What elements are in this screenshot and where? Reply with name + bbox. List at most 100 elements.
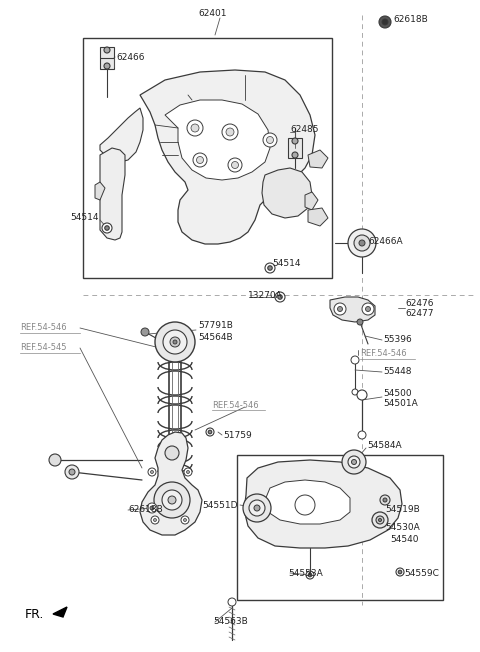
Circle shape: [173, 340, 177, 344]
Polygon shape: [95, 182, 105, 200]
Circle shape: [187, 471, 190, 473]
Circle shape: [337, 306, 343, 312]
Bar: [288, 138, 302, 158]
Text: 54551D: 54551D: [203, 501, 238, 509]
Circle shape: [254, 505, 260, 511]
Text: 62485: 62485: [290, 125, 319, 134]
Circle shape: [383, 498, 387, 502]
Text: 54519B: 54519B: [385, 505, 420, 514]
Circle shape: [184, 468, 192, 476]
Polygon shape: [140, 432, 202, 535]
Circle shape: [351, 356, 359, 364]
Polygon shape: [140, 70, 315, 244]
Circle shape: [154, 518, 156, 522]
Circle shape: [354, 235, 370, 251]
Circle shape: [268, 266, 272, 270]
Polygon shape: [100, 148, 125, 240]
Circle shape: [379, 16, 391, 28]
Circle shape: [193, 153, 207, 167]
Circle shape: [65, 465, 79, 479]
Circle shape: [206, 428, 214, 436]
Circle shape: [183, 518, 187, 522]
Circle shape: [181, 516, 189, 524]
Text: 54540: 54540: [390, 535, 419, 544]
Text: FR.: FR.: [25, 608, 44, 621]
Circle shape: [249, 500, 265, 516]
Text: 62466: 62466: [116, 53, 144, 61]
Bar: [83, 38, 332, 278]
Polygon shape: [308, 208, 328, 226]
Polygon shape: [244, 460, 402, 548]
Circle shape: [165, 446, 179, 460]
Circle shape: [352, 389, 358, 395]
Circle shape: [228, 598, 236, 606]
Circle shape: [105, 226, 109, 230]
Circle shape: [348, 229, 376, 257]
Text: 55448: 55448: [383, 368, 411, 376]
Circle shape: [359, 240, 365, 246]
Circle shape: [348, 456, 360, 468]
Circle shape: [162, 490, 182, 510]
Bar: [237, 455, 443, 600]
Circle shape: [380, 495, 390, 505]
Polygon shape: [330, 297, 375, 322]
Circle shape: [104, 63, 110, 69]
Text: 51759: 51759: [223, 430, 252, 439]
Text: REF.54-546: REF.54-546: [360, 349, 407, 359]
Circle shape: [154, 482, 190, 518]
Circle shape: [266, 136, 274, 143]
Text: 54514: 54514: [272, 258, 300, 267]
Circle shape: [398, 570, 402, 574]
Text: 54553A: 54553A: [288, 569, 323, 578]
Circle shape: [365, 306, 371, 312]
Text: 54563B: 54563B: [213, 617, 248, 627]
Polygon shape: [305, 192, 318, 210]
Polygon shape: [308, 150, 328, 168]
Circle shape: [278, 295, 282, 299]
Circle shape: [382, 19, 388, 25]
Text: 54501A: 54501A: [383, 400, 418, 409]
Circle shape: [231, 162, 239, 168]
Circle shape: [334, 303, 346, 315]
Text: REF.54-546: REF.54-546: [212, 400, 259, 409]
Text: 54559C: 54559C: [404, 569, 439, 578]
Circle shape: [147, 503, 157, 513]
Circle shape: [187, 120, 203, 136]
Text: 54564B: 54564B: [198, 333, 233, 342]
Circle shape: [141, 328, 149, 336]
Text: 54584A: 54584A: [367, 441, 402, 449]
Polygon shape: [100, 108, 143, 162]
Circle shape: [49, 454, 61, 466]
Circle shape: [357, 390, 367, 400]
Text: 54500: 54500: [383, 389, 412, 398]
Circle shape: [372, 512, 388, 528]
Circle shape: [104, 47, 110, 53]
Circle shape: [148, 468, 156, 476]
Circle shape: [168, 496, 176, 504]
Circle shape: [208, 430, 212, 434]
Text: 57791B: 57791B: [198, 321, 233, 329]
Circle shape: [228, 158, 242, 172]
Circle shape: [351, 460, 357, 464]
Circle shape: [379, 518, 382, 522]
Circle shape: [163, 330, 187, 354]
Text: 62466A: 62466A: [368, 237, 403, 246]
Circle shape: [243, 494, 271, 522]
Circle shape: [292, 138, 298, 144]
Circle shape: [226, 128, 234, 136]
Polygon shape: [53, 607, 67, 617]
Polygon shape: [165, 100, 270, 180]
Polygon shape: [262, 168, 312, 218]
Circle shape: [263, 133, 277, 147]
Circle shape: [306, 571, 314, 579]
Text: 62618B: 62618B: [393, 16, 428, 25]
Circle shape: [151, 516, 159, 524]
Circle shape: [362, 303, 374, 315]
Text: REF.54-545: REF.54-545: [20, 344, 67, 353]
Text: 62477: 62477: [405, 310, 433, 318]
Circle shape: [357, 319, 363, 325]
Text: 55396: 55396: [383, 336, 412, 344]
Text: 54530A: 54530A: [385, 524, 420, 533]
Circle shape: [265, 263, 275, 273]
Circle shape: [358, 431, 366, 439]
